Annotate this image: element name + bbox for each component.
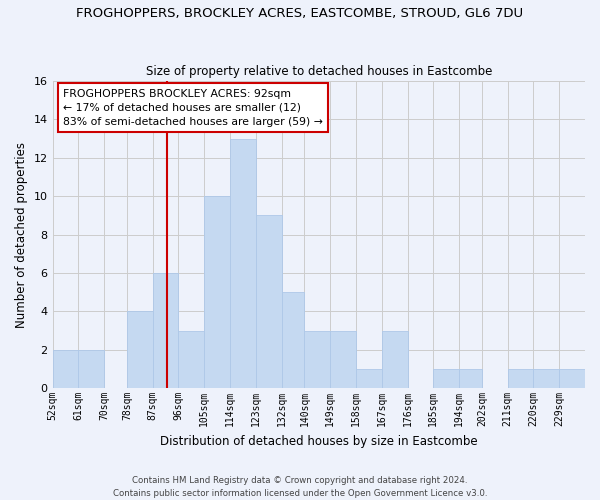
Bar xyxy=(256,216,281,388)
Bar xyxy=(204,196,230,388)
Bar xyxy=(330,330,356,388)
Title: Size of property relative to detached houses in Eastcombe: Size of property relative to detached ho… xyxy=(146,66,492,78)
Bar xyxy=(79,350,104,388)
Y-axis label: Number of detached properties: Number of detached properties xyxy=(15,142,28,328)
Bar xyxy=(433,369,459,388)
Bar xyxy=(304,330,330,388)
Bar xyxy=(356,369,382,388)
Bar xyxy=(153,273,178,388)
Bar xyxy=(53,350,79,388)
Bar xyxy=(230,138,256,388)
Text: FROGHOPPERS, BROCKLEY ACRES, EASTCOMBE, STROUD, GL6 7DU: FROGHOPPERS, BROCKLEY ACRES, EASTCOMBE, … xyxy=(76,8,524,20)
X-axis label: Distribution of detached houses by size in Eastcombe: Distribution of detached houses by size … xyxy=(160,434,478,448)
Bar xyxy=(459,369,482,388)
Bar xyxy=(281,292,304,388)
Text: Contains HM Land Registry data © Crown copyright and database right 2024.
Contai: Contains HM Land Registry data © Crown c… xyxy=(113,476,487,498)
Bar xyxy=(508,369,533,388)
Bar xyxy=(178,330,204,388)
Bar xyxy=(127,312,153,388)
Bar xyxy=(382,330,407,388)
Bar xyxy=(533,369,559,388)
Bar xyxy=(559,369,585,388)
Text: FROGHOPPERS BROCKLEY ACRES: 92sqm
← 17% of detached houses are smaller (12)
83% : FROGHOPPERS BROCKLEY ACRES: 92sqm ← 17% … xyxy=(63,88,323,126)
